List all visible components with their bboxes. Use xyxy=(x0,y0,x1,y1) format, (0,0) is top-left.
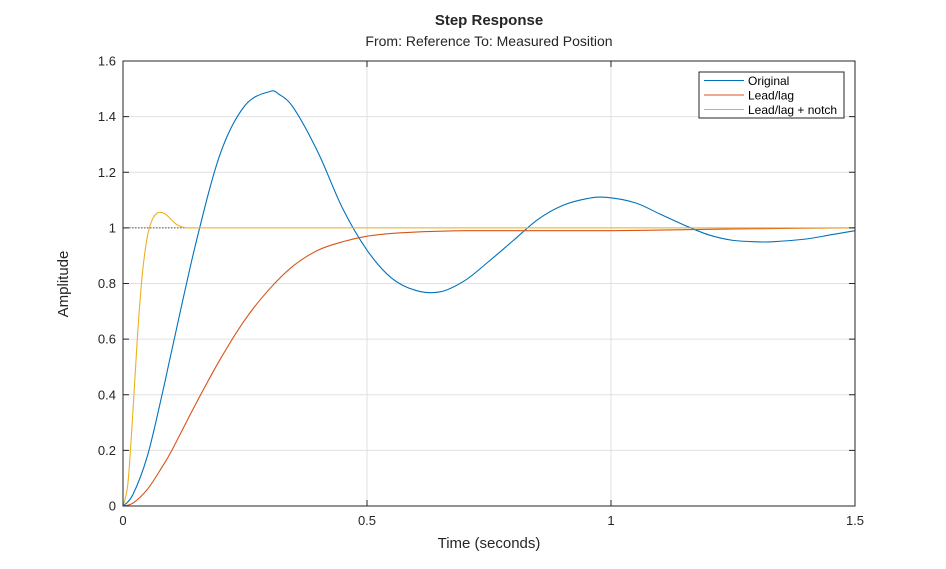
tick-marks xyxy=(122,60,856,507)
series-line-2 xyxy=(122,211,855,507)
y-tick-labels: 0 0.2 0.4 0.6 0.8 1 1.2 1.4 1.6 xyxy=(98,54,116,514)
series-line-1 xyxy=(122,227,856,507)
x-axis-label: Time (seconds) xyxy=(438,535,541,552)
y-tick-label: 0.8 xyxy=(98,276,116,291)
x-tick-label: 1 xyxy=(607,513,614,528)
y-axis-label: Amplitude xyxy=(55,251,72,318)
legend-label-leadlag: Lead/lag xyxy=(748,89,794,103)
x-tick-label: 0 xyxy=(119,513,126,528)
y-tick-label: 1.2 xyxy=(98,165,116,180)
series-line-0 xyxy=(122,90,856,507)
y-tick-label: 0.6 xyxy=(98,332,116,347)
y-tick-label: 0.2 xyxy=(98,443,116,458)
legend-label-notch: Lead/lag + notch xyxy=(748,103,837,117)
y-tick-label: 1.4 xyxy=(98,109,116,124)
legend: Original Lead/lag Lead/lag + notch xyxy=(698,71,845,119)
y-tick-label: 0 xyxy=(109,499,116,514)
series-lines xyxy=(122,90,856,507)
chart-subtitle: From: Reference To: Measured Position xyxy=(365,33,612,49)
x-tick-label: 1.5 xyxy=(846,513,864,528)
legend-label-original: Original xyxy=(748,74,789,88)
y-tick-label: 1.6 xyxy=(98,54,116,69)
y-tick-label: 0.4 xyxy=(98,387,116,402)
chart-title: Step Response xyxy=(435,12,543,29)
x-tick-label: 0.5 xyxy=(358,513,376,528)
x-tick-labels: 0 0.5 1 1.5 xyxy=(119,513,864,528)
grid-lines xyxy=(123,61,855,506)
y-tick-label: 1 xyxy=(109,220,116,235)
